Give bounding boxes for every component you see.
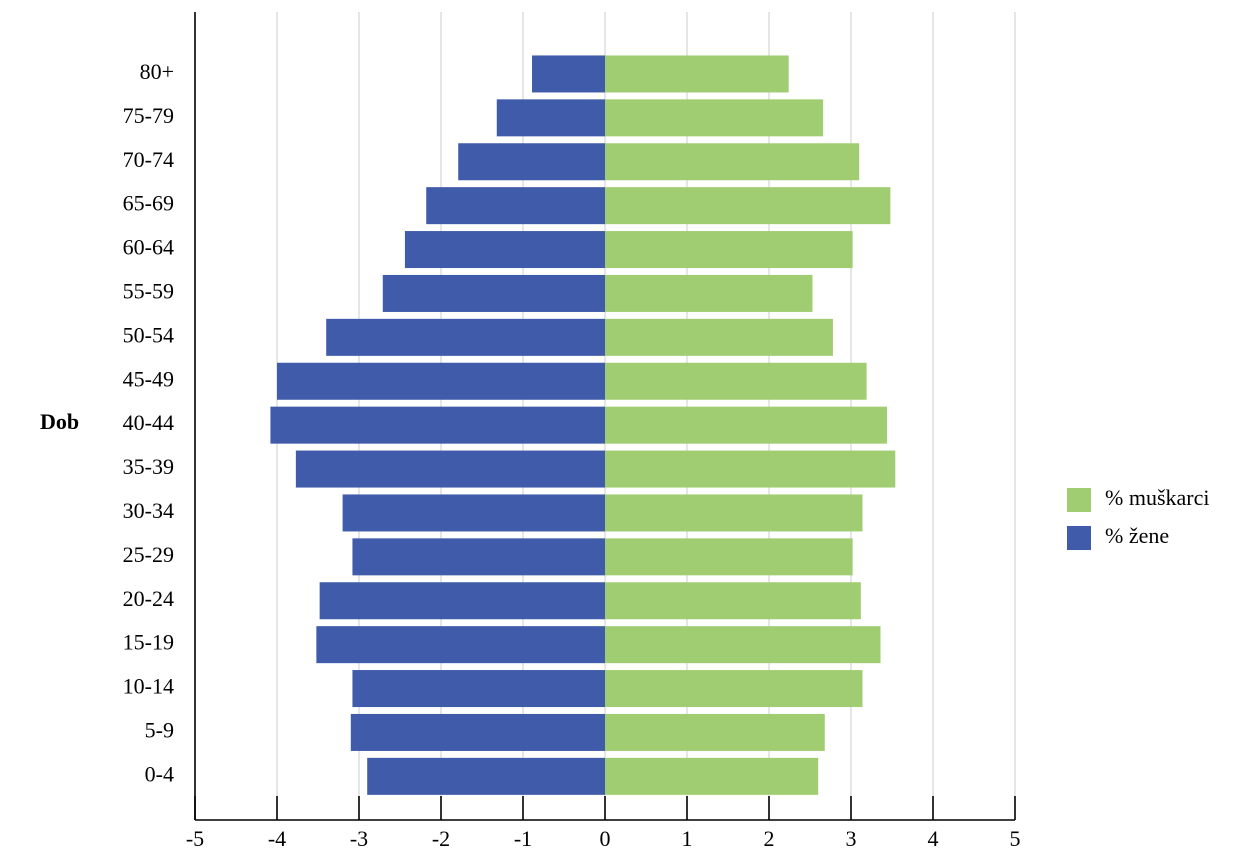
bar-male-10-14: [605, 670, 863, 708]
x-tick-label: 4: [928, 826, 939, 851]
bar-female-45-49: [277, 362, 605, 400]
x-tick-label: -3: [350, 826, 368, 851]
bar-male-40-44: [605, 406, 888, 444]
x-tick-label: 3: [846, 826, 857, 851]
bar-female-60-64: [404, 231, 605, 269]
x-tick-label: -5: [186, 826, 204, 851]
legend: % muškarci % žene: [1067, 485, 1209, 550]
x-tick-label: -2: [432, 826, 450, 851]
y-category-label: 45-49: [123, 366, 174, 391]
x-tick-label: 0: [600, 826, 611, 851]
bar-male-30-34: [605, 494, 863, 532]
bar-female-55-59: [382, 274, 605, 312]
y-category-label: 10-14: [123, 674, 174, 699]
bar-female-50-54: [326, 318, 605, 356]
bar-female-80+: [532, 55, 605, 93]
legend-label: % žene: [1105, 523, 1169, 548]
bar-female-70-74: [458, 143, 605, 181]
bar-male-80+: [605, 55, 789, 93]
bar-male-60-64: [605, 231, 853, 269]
bar-female-30-34: [342, 494, 605, 532]
y-category-label: 25-29: [123, 542, 174, 567]
bar-female-35-39: [295, 450, 605, 488]
x-axis-ticks: -5 -4 -3 -2 -1 0 1 2 3 4 5: [186, 796, 1021, 851]
y-category-label: 5-9: [145, 717, 174, 742]
x-tick-label: 2: [764, 826, 775, 851]
bar-female-10-14: [352, 670, 605, 708]
legend-label: % muškarci: [1105, 485, 1209, 510]
bar-male-45-49: [605, 362, 867, 400]
x-tick-label: 5: [1010, 826, 1021, 851]
bar-female-65-69: [426, 187, 605, 225]
bar-male-50-54: [605, 318, 833, 356]
bars: [270, 55, 896, 795]
bar-male-25-29: [605, 538, 853, 576]
bar-female-75-79: [496, 99, 605, 137]
x-tick-label: 1: [682, 826, 693, 851]
bar-female-25-29: [352, 538, 605, 576]
y-category-label: 35-39: [123, 454, 174, 479]
y-category-label: 75-79: [123, 103, 174, 128]
y-category-label: 50-54: [123, 322, 174, 347]
y-category-label: 55-59: [123, 278, 174, 303]
y-axis-title: Dob: [40, 409, 79, 434]
y-category-label: 20-24: [123, 586, 174, 611]
x-tick-label: -1: [514, 826, 532, 851]
bar-female-5-9: [350, 713, 605, 751]
bar-male-75-79: [605, 99, 824, 137]
bar-male-0-4: [605, 757, 819, 795]
y-axis-categories: 0-4 5-9 10-14 15-19 20-24 25-29 30-34 35-39 40-4…: [123, 59, 174, 786]
x-tick-label: -4: [268, 826, 286, 851]
bar-female-20-24: [319, 582, 605, 620]
bar-female-15-19: [316, 626, 605, 664]
y-category-label: 30-34: [123, 498, 174, 523]
bar-male-70-74: [605, 143, 860, 181]
legend-swatch: [1067, 488, 1091, 512]
bar-male-5-9: [605, 713, 825, 751]
y-category-label: 70-74: [123, 147, 174, 172]
bar-female-0-4: [367, 757, 605, 795]
bar-male-15-19: [605, 626, 881, 664]
legend-swatch: [1067, 526, 1091, 550]
bar-male-55-59: [605, 274, 813, 312]
bar-male-65-69: [605, 187, 891, 225]
y-category-label: 60-64: [123, 235, 174, 260]
y-category-label: 0-4: [145, 761, 174, 786]
y-category-label: 40-44: [123, 410, 174, 435]
bar-male-20-24: [605, 582, 861, 620]
y-category-label: 15-19: [123, 630, 174, 655]
y-category-label: 80+: [140, 59, 174, 84]
y-category-label: 65-69: [123, 191, 174, 216]
bar-male-35-39: [605, 450, 896, 488]
bar-female-40-44: [270, 406, 605, 444]
